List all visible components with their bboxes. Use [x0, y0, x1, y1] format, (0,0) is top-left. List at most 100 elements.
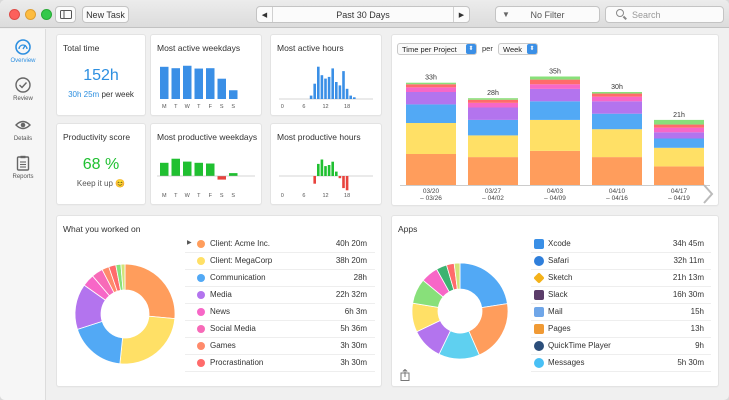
new-task-button[interactable]: New Task [82, 6, 129, 23]
list-item[interactable]: Xcode 34h 45m [531, 236, 711, 253]
search-input[interactable]: Search [605, 6, 724, 23]
most-active-hours-card: Most active hours 0 6 12 18 [271, 35, 381, 115]
slack-icon [534, 290, 544, 300]
day-label: M [162, 193, 167, 199]
previous-period-button[interactable]: ◀ [257, 7, 273, 22]
list-item[interactable]: News 6h 3m [185, 304, 375, 321]
donut-slice [124, 263, 176, 320]
sidebar-item-overview[interactable]: Overview [0, 35, 46, 73]
list-item[interactable]: Games 3h 30m [185, 338, 375, 355]
bar [194, 162, 203, 176]
bar-segment [530, 150, 580, 185]
bar [335, 171, 338, 176]
sidebar: Overview Review Details Reports [0, 29, 46, 400]
app-duration: 34h 45m [672, 239, 704, 248]
app-name: QuickTime Player [548, 341, 611, 350]
mail-icon [534, 307, 544, 317]
bar-segment [406, 87, 456, 92]
close-window-button[interactable] [9, 9, 20, 20]
bar-total-label: 35h [549, 69, 561, 76]
bar-total-label: 33h [425, 75, 437, 82]
bar [206, 163, 215, 176]
per-week-suffix: per week [101, 90, 134, 99]
list-item[interactable]: QuickTime Player 9h [531, 338, 711, 355]
bar-segment [468, 135, 518, 158]
item-name: Client: Acme Inc. [210, 239, 271, 248]
list-item[interactable]: Social Media 5h 36m [185, 321, 375, 338]
week-label: 03/20 [423, 188, 440, 195]
day-label: F [209, 104, 213, 110]
item-duration: 5h 36m [340, 324, 367, 333]
sidebar-item-review[interactable]: Review [0, 73, 46, 111]
item-name: News [210, 307, 231, 316]
day-label: S [231, 193, 235, 199]
list-item[interactable]: Messages 5h 30m [531, 355, 711, 372]
sidebar-toggle-button[interactable] [55, 6, 76, 23]
list-item[interactable]: Mail 15h [531, 304, 711, 321]
bar [194, 68, 203, 99]
tick-label: 12 [322, 104, 328, 110]
item-name: Client: MegaCorp [210, 256, 273, 265]
zoom-window-button[interactable] [41, 9, 52, 20]
list-item[interactable]: Slack 16h 30m [531, 287, 711, 304]
bar-segment [592, 157, 642, 185]
week-label: 04/03 [547, 188, 564, 195]
app-name: Messages [548, 358, 585, 367]
chevron-down-icon: ⬍ [527, 44, 537, 54]
bar [342, 176, 345, 189]
sidebar-item-reports[interactable]: Reports [0, 151, 46, 189]
share-icon[interactable] [400, 369, 410, 381]
bar-segment [654, 147, 704, 167]
granularity-select-label: Week [503, 45, 523, 54]
sidebar-icon [59, 10, 72, 19]
list-item[interactable]: Pages 13h [531, 321, 711, 338]
what-you-worked-on-card: What you worked on ▶ Client: Acme Inc. 40h… [57, 216, 381, 386]
day-label: S [220, 193, 224, 199]
tick-label: 18 [344, 193, 350, 199]
list-item[interactable]: Sketch 21h 13m [531, 270, 711, 287]
color-dot [197, 342, 205, 350]
bar [345, 176, 349, 191]
granularity-select[interactable]: Week ⬍ [498, 43, 538, 55]
apps-donut-chart [411, 262, 509, 360]
disclosure-triangle-icon[interactable]: ▶ [187, 240, 192, 246]
list-item[interactable]: Client: MegaCorp 38h 20m [185, 253, 375, 270]
metric-select[interactable]: Time per Project ⬍ [397, 43, 477, 55]
card-title: Total time [63, 43, 100, 53]
sidebar-item-details[interactable]: Details [0, 113, 46, 151]
bar [317, 66, 320, 99]
filter-button[interactable]: ▼ No Filter [495, 6, 600, 23]
tick-label: 0 [281, 193, 284, 199]
bar [171, 158, 180, 176]
bar-segment [406, 82, 456, 85]
list-item[interactable]: Media 22h 32m [185, 287, 375, 304]
minimize-window-button[interactable] [25, 9, 36, 20]
color-dot [197, 308, 205, 316]
list-item[interactable]: Safari 32h 11m [531, 253, 711, 270]
item-duration: 28h [353, 273, 367, 282]
bar-segment [406, 84, 456, 88]
metric-select-label: Time per Project [402, 45, 457, 54]
bar [309, 95, 313, 99]
bar [338, 85, 342, 99]
app-name: Sketch [548, 273, 573, 282]
list-item[interactable]: Procrastination 3h 30m [185, 355, 375, 372]
tick-label: 18 [344, 104, 350, 110]
chevron-right-icon[interactable] [702, 183, 714, 205]
messages-icon [534, 358, 544, 368]
list-item[interactable]: ▶ Client: Acme Inc. 40h 20m [185, 236, 375, 253]
list-item[interactable]: Communication 28h [185, 270, 375, 287]
app-name: Slack [548, 290, 568, 299]
item-name: Media [210, 290, 232, 299]
time-per-project-card: Time per Project ⬍ per Week ⬍ 33h 03/20– 03… [392, 35, 718, 205]
quicktime-icon [534, 341, 544, 351]
day-label: M [162, 104, 167, 110]
item-duration: 38h 20m [335, 256, 367, 265]
chevron-down-icon: ⬍ [466, 44, 476, 54]
hours-active-chart: 0 6 12 18 [279, 66, 373, 110]
week-label: – 04/02 [482, 195, 504, 202]
item-duration: 6h 3m [344, 307, 367, 316]
period-label[interactable]: Past 30 Days [336, 9, 390, 20]
next-period-button[interactable]: ▶ [453, 7, 469, 22]
